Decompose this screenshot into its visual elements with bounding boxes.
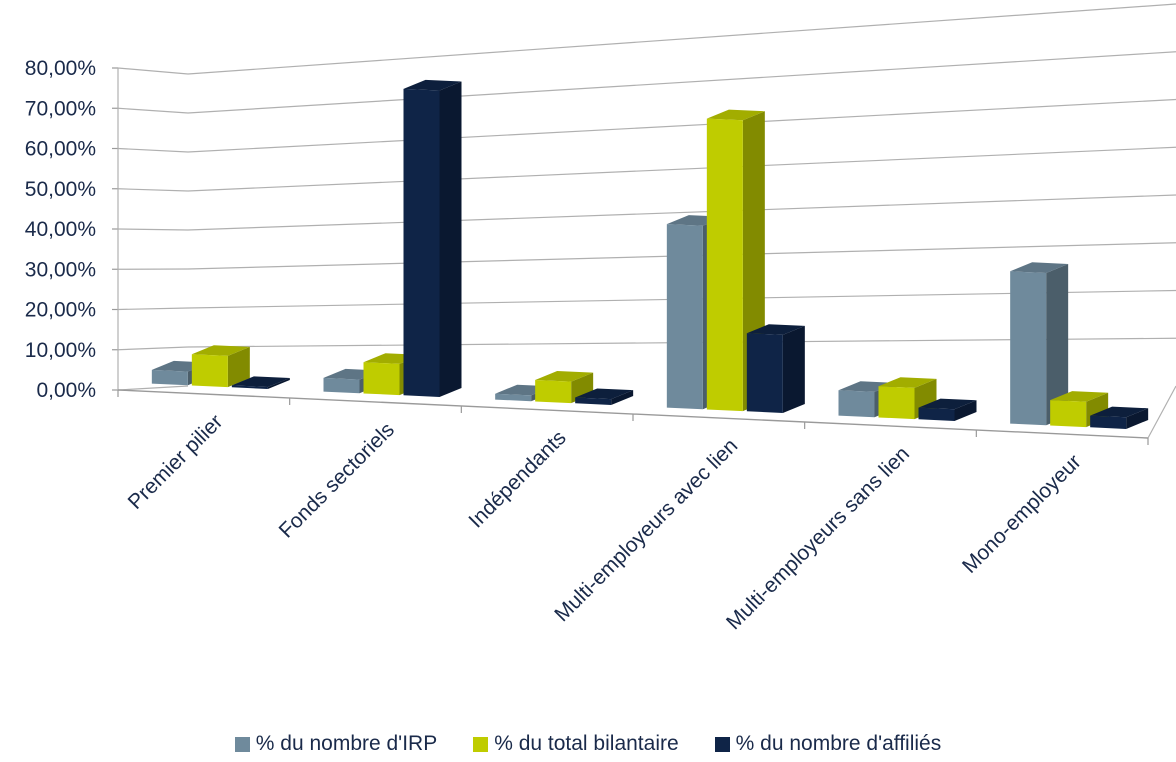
bar-front	[878, 386, 915, 420]
bar-top	[191, 345, 250, 356]
gridline	[187, 98, 1176, 153]
gridline	[187, 3, 1176, 75]
bar-front	[535, 379, 572, 404]
bar	[191, 345, 250, 388]
bar	[231, 376, 290, 389]
bar-front	[151, 369, 188, 386]
bar-side	[611, 390, 634, 405]
y-tick-label: 40,00%	[25, 218, 96, 241]
y-tick-label: 0,00%	[36, 379, 96, 402]
bar-top	[1090, 406, 1149, 418]
bar	[746, 324, 805, 413]
bar	[918, 398, 977, 421]
bar-front	[231, 385, 268, 389]
y-axis-ticks: 0,00% 10,00% 20,00% 30,00% 40,00% 50,00% 60,00…	[25, 57, 118, 402]
bar-front	[363, 362, 400, 396]
y-tick-label: 70,00%	[25, 97, 96, 120]
bar-side	[782, 325, 805, 413]
gridline-side	[117, 307, 189, 311]
gridline-side	[117, 67, 189, 75]
x-category-label: Multi-employeurs sans lien	[722, 442, 914, 634]
bar-side	[1126, 408, 1149, 429]
bar-top	[403, 79, 462, 91]
bar-front	[746, 333, 783, 413]
x-axis-categories: Premier pilier Fonds sectoriels Indépendan…	[124, 410, 1086, 634]
x-category-label: Premier pilier	[124, 410, 228, 514]
bar-front	[1050, 400, 1087, 428]
chart-plot: 0,00% 10,00% 20,00% 30,00% 40,00% 50,00% 60,00…	[25, 3, 1176, 634]
bar-front	[323, 377, 360, 394]
y-tick-label: 30,00%	[25, 258, 96, 281]
bar	[1090, 406, 1149, 429]
bar-top	[1050, 391, 1109, 402]
bar-front	[1090, 415, 1127, 429]
gridline-side	[117, 147, 189, 153]
gridline	[187, 51, 1176, 114]
gridline-side	[117, 346, 189, 351]
bar-side	[954, 400, 977, 421]
bar-front	[495, 393, 532, 402]
bar-side	[267, 378, 290, 389]
legend-label-irp: % du nombre d'IRP	[255, 732, 438, 755]
bar-front	[918, 407, 955, 421]
gridline-side	[117, 228, 189, 231]
gridline-side	[117, 107, 189, 114]
y-tick-label: 20,00%	[25, 299, 96, 322]
y-tick-label: 50,00%	[25, 178, 96, 201]
bar-front	[403, 88, 440, 397]
bar-top	[878, 377, 937, 388]
legend-swatch-affilies	[714, 736, 730, 752]
x-category-label: Fonds sectoriels	[275, 418, 399, 542]
bar-side	[227, 346, 250, 388]
legend: % du nombre d'IRP % du total bilantaire …	[0, 732, 1176, 756]
x-category-label: Indépendants	[464, 426, 570, 532]
bar-side	[1046, 263, 1069, 426]
bar	[1010, 262, 1069, 426]
legend-swatch-irp	[234, 736, 250, 752]
bar-front	[666, 224, 703, 410]
legend-swatch-bilan	[473, 736, 489, 752]
bar-front	[838, 390, 875, 418]
gridline	[187, 194, 1176, 231]
legend-label-bilan: % du total bilantaire	[494, 732, 679, 755]
legend-item-affilies: % du nombre d'affiliés	[714, 732, 942, 756]
x-axis	[117, 68, 1176, 445]
bar-front	[575, 397, 612, 405]
bar-top	[746, 324, 805, 335]
legend-item-irp: % du nombre d'IRP	[234, 732, 438, 756]
bars	[151, 79, 1149, 429]
gridline-side	[117, 188, 189, 192]
legend-label-affilies: % du nombre d'affiliés	[735, 732, 942, 755]
legend-item-bilan: % du total bilantaire	[473, 732, 679, 756]
bar	[403, 79, 462, 397]
bar-front	[1010, 271, 1047, 426]
floor-side-edge	[117, 385, 189, 391]
bar-top	[1010, 262, 1069, 273]
gridline	[187, 146, 1176, 192]
x-category-label: Multi-employeurs avec lien	[550, 434, 742, 626]
bar-top	[838, 381, 897, 392]
y-tick-label: 80,00%	[25, 57, 96, 80]
bar	[575, 388, 634, 405]
bar-top	[575, 388, 634, 400]
bar-top	[918, 398, 977, 410]
y-tick-label: 60,00%	[25, 138, 96, 161]
y-tick-label: 10,00%	[25, 339, 96, 362]
bar-top	[706, 109, 765, 121]
bar-top	[231, 376, 290, 388]
bar-side	[439, 81, 462, 397]
floor-right-edge	[1147, 385, 1176, 439]
bar-front	[706, 118, 743, 412]
bar-top	[535, 370, 594, 382]
bar-front	[191, 354, 228, 388]
x-category-label: Mono-employeur	[958, 450, 1086, 578]
